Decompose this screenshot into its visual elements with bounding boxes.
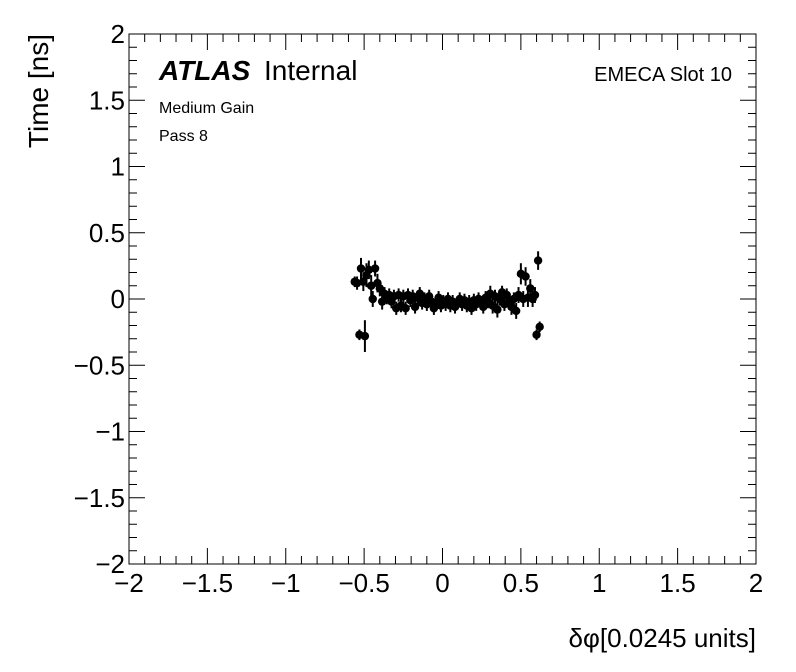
slot-label: EMECA Slot 10 [594, 64, 732, 86]
y-tick-label: 1 [111, 152, 125, 182]
y-tick-label: 0.5 [89, 218, 125, 248]
x-tick-label: 0 [435, 568, 449, 598]
axis-ticks [128, 33, 757, 565]
data-point [366, 281, 376, 290]
y-axis-label: Time [ns] [23, 34, 54, 148]
x-axis-label: δφ[0.0245 units] [569, 623, 756, 653]
x-tick-label: −2 [114, 568, 144, 598]
data-point [511, 306, 521, 316]
y-tick-label: −1.5 [74, 483, 125, 513]
pass-label: Pass 8 [159, 128, 208, 145]
x-tick-label: −0.5 [338, 568, 389, 598]
gain-label: Medium Gain [159, 100, 254, 117]
data-point [533, 256, 543, 265]
y-tick-label: 2 [111, 19, 125, 49]
data-point [370, 264, 380, 273]
data-point [532, 330, 541, 339]
data-point [493, 305, 502, 314]
data-point [368, 294, 377, 304]
data-point [526, 284, 535, 293]
y-tick-label: −1 [95, 417, 125, 447]
data-points [350, 251, 544, 352]
data-point [356, 264, 366, 273]
plot-frame [128, 33, 757, 565]
x-tick-label: 1.5 [660, 568, 696, 598]
data-point [360, 331, 370, 341]
x-tick-label: 2 [749, 568, 763, 598]
y-tick-label: −2 [95, 549, 125, 579]
data-point [410, 302, 420, 312]
atlas-label: ATLAS Internal [158, 55, 357, 86]
tick-labels: −2 −1.5 −1 −0.5 0 0.5 1 1.5 2 −2 −1.5 −1 −0.5 0 0.5 1 1.… [74, 19, 764, 598]
y-tick-label: 0 [111, 284, 125, 314]
atlas-experiment: ATLAS [158, 55, 251, 86]
data-point [401, 304, 410, 313]
x-tick-label: 1 [592, 568, 606, 598]
x-tick-label: 0.5 [503, 568, 539, 598]
data-point [359, 277, 368, 286]
data-point [521, 272, 530, 281]
y-tick-label: 1.5 [89, 85, 125, 115]
data-point [352, 278, 362, 288]
x-tick-label: −1 [271, 568, 301, 598]
data-point [530, 290, 540, 300]
data-point [535, 322, 544, 332]
x-tick-label: −1.5 [182, 568, 233, 598]
atlas-status: Internal [264, 55, 357, 86]
y-tick-label: −0.5 [74, 350, 125, 380]
data-point [364, 265, 374, 275]
